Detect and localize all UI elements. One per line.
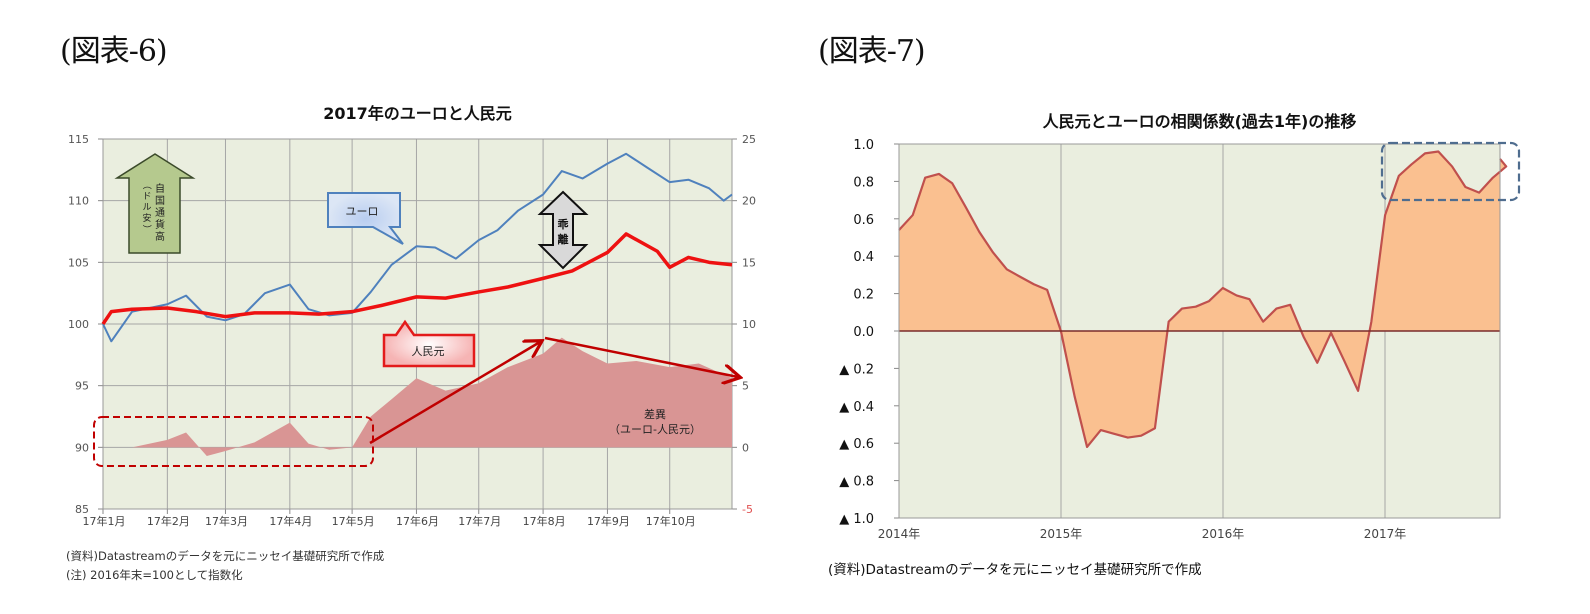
x-tick-label: 17年8月 (523, 514, 566, 528)
x-tick-label: 17年3月 (205, 514, 248, 528)
y-tick-label: 0.2 (853, 288, 874, 303)
y-right-tick-label: 15 (742, 256, 756, 269)
correlation-area (899, 151, 1507, 447)
highlight-box-2017 (1380, 141, 1521, 202)
x-tick-label: 17年2月 (147, 514, 190, 528)
source-note-6: (資料)Datastreamのデータを元にニッセイ基礎研究所で作成 (66, 549, 385, 563)
y-tick-label: 0.4 (853, 250, 874, 265)
y-right-tick-label: 10 (742, 318, 756, 331)
yuan-callout: 人民元 (382, 319, 476, 368)
x-tick-label: 17年7月 (458, 514, 501, 528)
x-tick-label: 2017年 (1364, 527, 1407, 541)
chart-title-6: 2017年のユーロと人民元 (323, 104, 512, 123)
diff-area-series (103, 337, 732, 456)
yuan-line-series (101, 232, 733, 325)
trend-down-arrow (544, 336, 738, 377)
svg-text:貨: 貨 (155, 218, 165, 231)
plot-area (899, 144, 1500, 518)
index-note-6: (注) 2016年末=100として指数化 (66, 568, 243, 582)
y-tick-label: ▲ 0.2 (839, 362, 874, 377)
y-right-tick-label: 20 (742, 195, 756, 208)
x-tick-label: 17年5月 (332, 514, 375, 528)
y-right-tick-label: 5 (742, 380, 749, 393)
svg-text:ド: ド (142, 192, 151, 202)
y-tick-label: ▲ 1.0 (839, 512, 874, 527)
x-tick-label: 17年10月 (646, 514, 696, 528)
svg-text:高: 高 (155, 230, 165, 243)
diff-label-line1: 差異 (644, 407, 666, 421)
euro-callout-label: ユーロ (346, 205, 379, 218)
chart-title-7: 人民元とユーロの相関係数(過去1年)の推移 (1042, 112, 1357, 131)
y-left-tick-label: 115 (68, 133, 89, 146)
svg-text:通: 通 (155, 207, 165, 219)
y-tick-label: ▲ 0.8 (839, 475, 874, 490)
y-left-tick-label: 100 (68, 318, 89, 331)
y-tick-label: 1.0 (853, 138, 874, 153)
y-tick-label: 0.0 (853, 325, 874, 340)
y-tick-label: ▲ 0.4 (839, 400, 874, 415)
diff-label-line2: （ユーロ-人民元） (609, 423, 701, 436)
y-right-tick-label: 0 (742, 441, 749, 454)
yuan-callout-label: 人民元 (412, 345, 445, 358)
svg-text:安: 安 (142, 212, 151, 224)
y-right-tick-label: -5 (742, 503, 753, 516)
svg-text:国: 国 (155, 195, 165, 207)
svg-text:自: 自 (155, 182, 165, 195)
x-tick-label: 17年9月 (587, 514, 630, 528)
svg-text:ル: ル (142, 203, 151, 213)
y-left-tick-label: 110 (68, 195, 89, 208)
figure-label-7: (図表-7) (818, 34, 926, 69)
trend-up-arrow (369, 342, 540, 445)
y-tick-label: ▲ 0.6 (839, 437, 874, 452)
x-tick-label: 2015年 (1040, 527, 1083, 541)
figure-label-6: (図表-6) (60, 34, 168, 69)
y-right-tick-label: 25 (742, 133, 756, 146)
x-tick-label: 2016年 (1202, 527, 1245, 541)
y-left-tick-label: 105 (68, 256, 89, 269)
y-left-tick-label: 95 (75, 380, 89, 393)
euro-callout: ユーロ (327, 192, 404, 245)
chart-euro-yuan-2017: 85 90 95 100 105 110 115 -5 0 5 10 15 20 25 17年1月 17年2月… (68, 133, 756, 528)
y-left-tick-label: 90 (75, 441, 89, 454)
svg-text:）: ） (141, 224, 152, 233)
euro-line-series (102, 152, 733, 343)
correlation-line (898, 150, 1508, 449)
divergence-arrow-icon: 乖離 (537, 190, 589, 270)
svg-text:（: （ (141, 180, 152, 189)
y-left-tick-label: 85 (75, 503, 89, 516)
x-tick-label: 17年6月 (396, 514, 439, 528)
y-tick-label: 0.8 (853, 175, 874, 190)
svg-text:離: 離 (558, 232, 569, 246)
plot-border (898, 143, 1501, 519)
x-tick-label: 17年4月 (269, 514, 312, 528)
x-tick-label: 17年1月 (83, 514, 126, 528)
svg-text:乖: 乖 (558, 217, 569, 231)
y-tick-label: 0.6 (853, 213, 874, 228)
x-tick-label: 2014年 (878, 527, 921, 541)
source-note-7: (資料)Datastreamのデータを元にニッセイ基礎研究所で作成 (828, 562, 1202, 578)
